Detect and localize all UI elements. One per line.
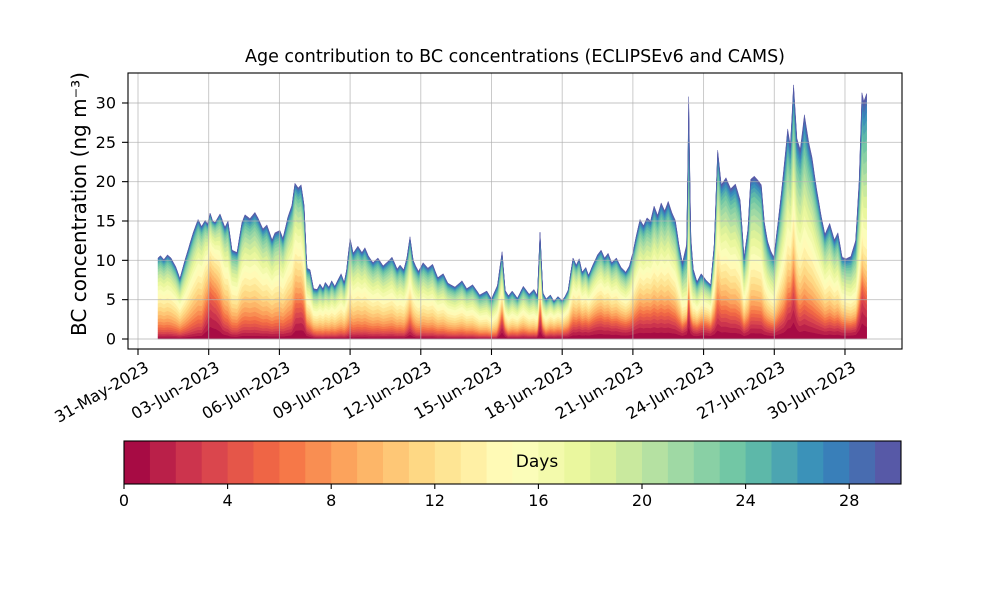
colorbar-segment — [823, 441, 850, 484]
y-tick-label: 10 — [96, 251, 116, 270]
colorbar-segment — [460, 441, 487, 484]
colorbar-tick-label: 8 — [326, 491, 336, 510]
colorbar-segment — [745, 441, 772, 484]
plot-frame — [127, 72, 903, 350]
colorbar-segment — [693, 441, 721, 484]
colorbar-segment — [253, 441, 280, 484]
colorbar-segment — [201, 441, 228, 484]
colorbar-segment — [357, 441, 384, 484]
colorbar-segment — [124, 441, 151, 484]
colorbar-segment — [771, 441, 798, 484]
colorbar-segment — [616, 441, 643, 484]
colorbar-segment — [512, 441, 539, 484]
colorbar-segment — [667, 441, 695, 484]
colorbar-segment — [434, 441, 462, 484]
chart-title: Age contribution to BC concentrations (E… — [245, 47, 785, 67]
colorbar-segment — [383, 441, 410, 484]
colorbar-segment — [305, 441, 332, 484]
colorbar-segment — [486, 441, 513, 484]
y-tick-label: 30 — [96, 93, 116, 112]
colorbar-segment — [797, 441, 824, 484]
colorbar-tick-label: 24 — [735, 491, 755, 510]
colorbar-tick-label: 28 — [839, 491, 859, 510]
colorbar-segment — [590, 441, 617, 484]
colorbar-segment — [175, 441, 203, 484]
colorbar-tick-label: 0 — [119, 491, 129, 510]
colorbar: 0 4 8 12 16 20 24 28 — [119, 440, 902, 510]
y-tick-label: 5 — [106, 290, 116, 309]
colorbar-segment — [875, 441, 902, 484]
colorbar-segment — [642, 441, 669, 484]
colorbar-segment — [149, 441, 177, 484]
y-tick-label: 25 — [96, 133, 116, 152]
colorbar-tick-label: 12 — [425, 491, 445, 510]
stacked-area-layers — [157, 84, 867, 340]
x-tick-labels: 31-May-202303-Jun-202306-Jun-202309-Jun-… — [51, 357, 859, 426]
colorbar-tick-label: 20 — [632, 491, 652, 510]
colorbar-segment — [331, 441, 358, 484]
colorbar-outline — [123, 440, 902, 485]
age-layer-29-30-days — [157, 84, 867, 302]
colorbar-segment — [564, 441, 591, 484]
y-tick-label: 15 — [96, 211, 116, 230]
colorbar-label: Days — [516, 452, 559, 472]
colorbar-segment — [408, 441, 436, 484]
colorbar-segment — [849, 441, 876, 484]
y-tick-label: 20 — [96, 172, 116, 191]
grid-lines — [128, 73, 902, 349]
colorbar-tick-label: 16 — [528, 491, 548, 510]
colorbar-segment — [719, 441, 746, 484]
y-tick-label: 0 — [106, 330, 116, 349]
colorbar-tick-label: 4 — [223, 491, 233, 510]
colorbar-segment — [279, 441, 306, 484]
y-tick-labels: 0 5 10 15 20 25 30 — [96, 93, 116, 348]
y-axis-label: BC concentration (ng m⁻³) — [67, 72, 91, 336]
colorbar-segment — [227, 441, 254, 484]
colorbar-segment — [538, 441, 565, 484]
axes-frame-and-ticks — [122, 72, 903, 355]
